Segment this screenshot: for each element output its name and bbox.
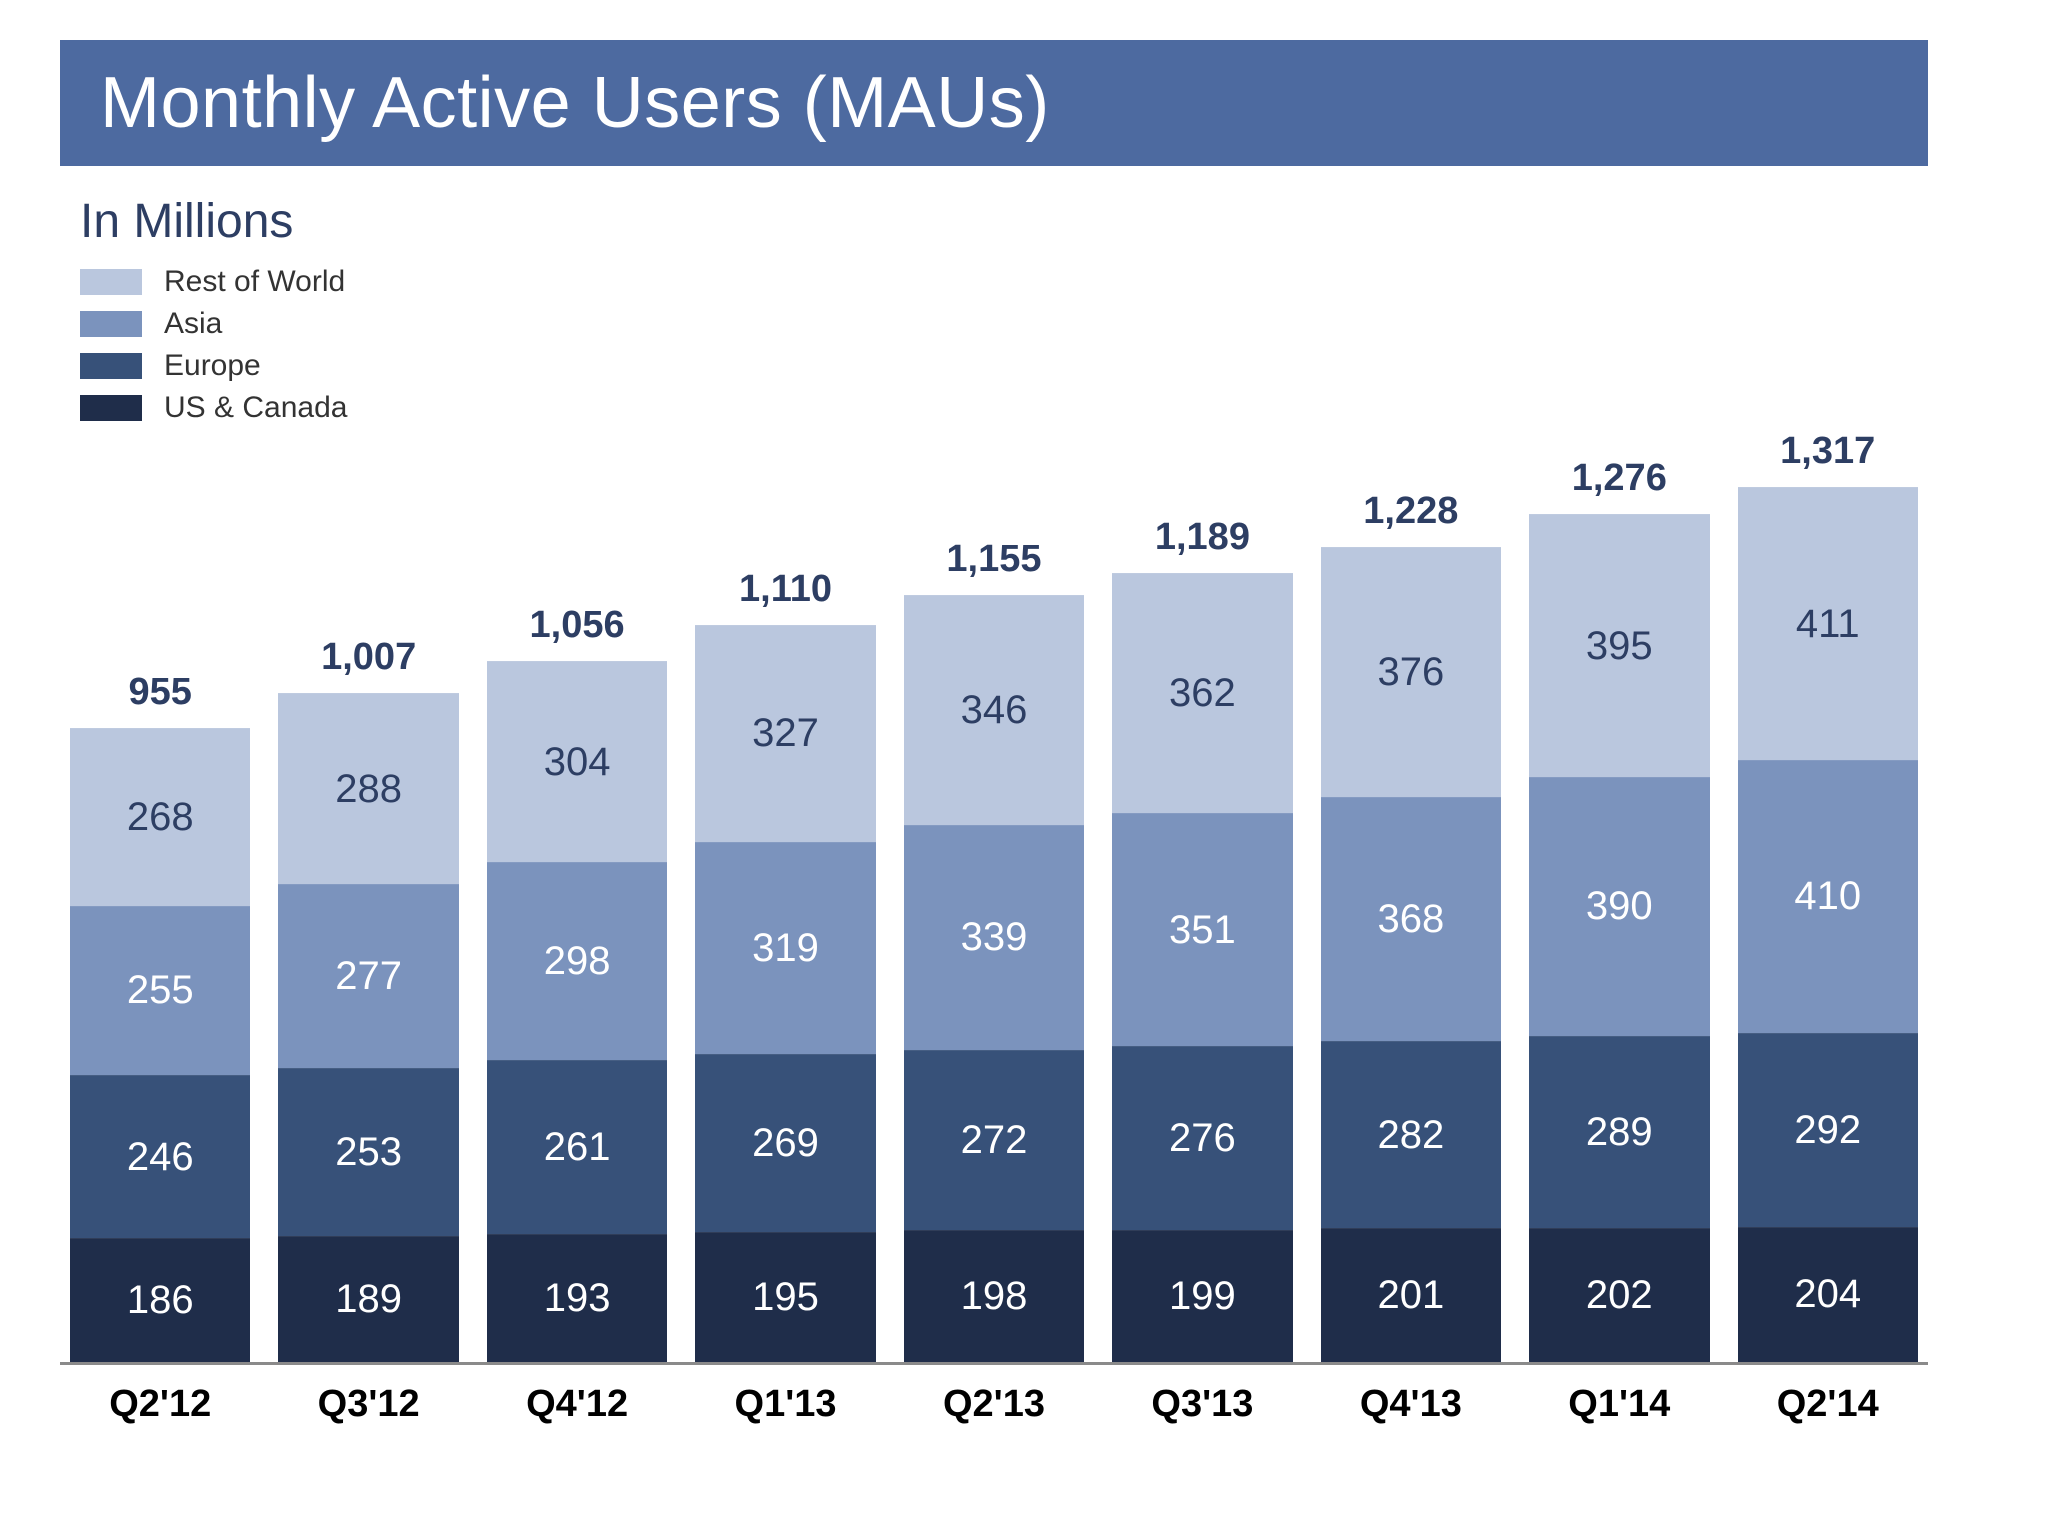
bar-segment: 319	[695, 842, 875, 1054]
stacked-bar-chart: 955 186246255268 1,007 189253277288 1,056 193…	[60, 435, 1928, 1365]
x-axis-label: Q1'14	[1529, 1383, 1709, 1426]
bar-segment: 255	[70, 906, 250, 1075]
legend-label: US & Canada	[164, 391, 347, 425]
x-axis-label: Q1'13	[695, 1383, 875, 1426]
bar-segment: 202	[1529, 1228, 1709, 1362]
bar-stack: 193261298304	[487, 661, 667, 1362]
bar-column: 1,228 201282368376	[1321, 435, 1501, 1362]
bar-segment: 411	[1738, 487, 1918, 760]
bar-segment: 390	[1529, 777, 1709, 1036]
bar-column: 1,317204292410411	[1738, 435, 1918, 1362]
bar-column: 1,007 189253277288	[278, 435, 458, 1362]
x-axis-label: Q2'14	[1738, 1383, 1918, 1426]
legend-swatch	[80, 353, 142, 379]
bar-column: 1,110 195269319327	[695, 435, 875, 1362]
bar-segment: 376	[1321, 547, 1501, 797]
bar-segment: 288	[278, 693, 458, 884]
page-title: Monthly Active Users (MAUs)	[100, 62, 1888, 144]
legend-item: Europe	[80, 349, 1928, 383]
bar-segment: 199	[1112, 1230, 1292, 1362]
bar-segment: 327	[695, 625, 875, 842]
bar-column: 1,276 202289390395	[1529, 435, 1709, 1362]
bar-segment: 186	[70, 1238, 250, 1362]
bar-total-label: 1,276	[1529, 457, 1709, 500]
legend: Rest of World Asia Europe US & Canada	[80, 265, 1928, 425]
legend-label: Rest of World	[164, 265, 345, 299]
bar-segment: 268	[70, 728, 250, 906]
x-axis-label: Q2'12	[70, 1383, 250, 1426]
legend-item: US & Canada	[80, 391, 1928, 425]
bar-segment: 204	[1738, 1227, 1918, 1363]
bar-column: 1,056 193261298304	[487, 435, 667, 1362]
chart-area: 955 186246255268 1,007 189253277288 1,056 193…	[60, 435, 1928, 1426]
bar-column: 1,189 199276351362	[1112, 435, 1292, 1362]
bar-stack: 186246255268	[70, 728, 250, 1362]
bar-stack: 201282368376	[1321, 547, 1501, 1362]
bar-total-label: 1,155	[904, 538, 1084, 581]
bar-segment: 395	[1529, 514, 1709, 776]
bar-total-label: 1,189	[1112, 516, 1292, 559]
bar-segment: 253	[278, 1068, 458, 1236]
bar-segment: 269	[695, 1054, 875, 1233]
x-axis: Q2'12 Q3'12 Q4'12 Q1'13 Q2'13 Q3'13 Q4'13 Q1'14…	[60, 1365, 1928, 1426]
bar-segment: 195	[695, 1232, 875, 1362]
bar-stack: 189253277288	[278, 693, 458, 1362]
legend-item: Asia	[80, 307, 1928, 341]
bar-segment: 246	[70, 1075, 250, 1238]
bar-segment: 351	[1112, 813, 1292, 1046]
bar-segment: 410	[1738, 760, 1918, 1032]
bar-segment: 292	[1738, 1033, 1918, 1227]
legend-item: Rest of World	[80, 265, 1928, 299]
bar-segment: 201	[1321, 1228, 1501, 1362]
bar-stack: 199276351362	[1112, 573, 1292, 1362]
x-axis-label: Q4'13	[1321, 1383, 1501, 1426]
bar-segment: 261	[487, 1060, 667, 1233]
legend-swatch	[80, 395, 142, 421]
legend-label: Asia	[164, 307, 222, 341]
bar-total-label: 1,007	[278, 636, 458, 679]
bar-segment: 339	[904, 825, 1084, 1050]
bar-segment: 189	[278, 1236, 458, 1362]
bar-segment: 362	[1112, 573, 1292, 813]
bar-segment: 368	[1321, 797, 1501, 1041]
bar-total-label: 955	[70, 671, 250, 714]
x-axis-label: Q4'12	[487, 1383, 667, 1426]
bar-segment: 198	[904, 1230, 1084, 1362]
bar-segment: 272	[904, 1050, 1084, 1231]
bar-stack: 195269319327	[695, 625, 875, 1362]
bar-stack: 204292410411	[1738, 487, 1918, 1362]
legend-label: Europe	[164, 349, 261, 383]
title-bar: Monthly Active Users (MAUs)	[60, 40, 1928, 166]
bar-segment: 282	[1321, 1041, 1501, 1228]
bar-segment: 346	[904, 595, 1084, 825]
bar-segment: 276	[1112, 1046, 1292, 1229]
bar-segment: 298	[487, 862, 667, 1060]
bar-total-label: 1,110	[695, 568, 875, 611]
bar-stack: 202289390395	[1529, 514, 1709, 1362]
x-axis-label: Q3'12	[278, 1383, 458, 1426]
bar-column: 1,155 198272339346	[904, 435, 1084, 1362]
bar-total-label: 1,056	[487, 604, 667, 647]
bar-total-label: 1,228	[1321, 490, 1501, 533]
x-axis-label: Q3'13	[1112, 1383, 1292, 1426]
bar-total-label: 1,317	[1738, 430, 1918, 473]
x-axis-label: Q2'13	[904, 1383, 1084, 1426]
bar-segment: 277	[278, 884, 458, 1068]
bar-segment: 193	[487, 1234, 667, 1362]
legend-swatch	[80, 269, 142, 295]
bar-stack: 198272339346	[904, 595, 1084, 1362]
legend-swatch	[80, 311, 142, 337]
bar-segment: 289	[1529, 1036, 1709, 1228]
bar-segment: 304	[487, 661, 667, 863]
subtitle: In Millions	[80, 194, 1928, 249]
bar-column: 955 186246255268	[70, 435, 250, 1362]
